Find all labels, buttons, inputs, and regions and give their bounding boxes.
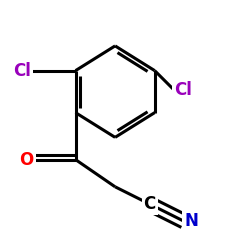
Text: Cl: Cl xyxy=(13,62,31,80)
Text: O: O xyxy=(19,150,34,168)
Text: Cl: Cl xyxy=(174,82,192,100)
Text: C: C xyxy=(144,195,156,213)
Text: N: N xyxy=(184,212,198,230)
